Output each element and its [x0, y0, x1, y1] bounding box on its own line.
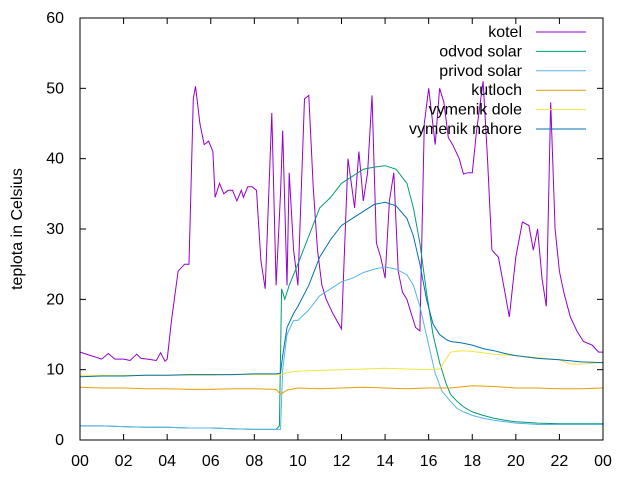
x-tick-label: 02: [115, 453, 133, 470]
series-line-kotel: [79, 81, 603, 363]
legend-entry: kotel: [488, 24, 586, 41]
x-tick-label: 06: [202, 453, 220, 470]
y-tick-label: 60: [46, 10, 64, 27]
x-tick-label: 08: [245, 453, 263, 470]
y-axis-label: teplota in Celsius: [9, 168, 26, 290]
x-tick-label: 20: [507, 453, 525, 470]
y-tick-label: 30: [46, 221, 64, 238]
legend-label: odvod solar: [439, 43, 522, 60]
y-tick-label: 0: [55, 432, 64, 449]
legend-label: privod solar: [439, 63, 522, 80]
x-tick-label: 18: [463, 453, 481, 470]
legend-entry: vymenik nahore: [409, 121, 586, 138]
x-tick-label: 12: [333, 453, 351, 470]
x-tick-label: 22: [551, 453, 569, 470]
series-line-privod-solar: [80, 266, 603, 430]
legend-entry: odvod solar: [439, 43, 586, 60]
legend-entry: kutloch: [471, 82, 586, 99]
legend-label: vymenik dole: [429, 102, 522, 119]
x-tick-label: 16: [420, 453, 438, 470]
legend: kotel odvod solar privod solar kutloch vymen…: [409, 24, 586, 138]
y-tick-label: 10: [46, 362, 64, 379]
x-tick-label: 00: [594, 453, 612, 470]
y-tick-label: 40: [46, 151, 64, 168]
legend-label: kutloch: [471, 82, 522, 99]
x-tick-label: 00: [71, 453, 89, 470]
x-tick-label: 10: [289, 453, 307, 470]
x-tick-label: 14: [376, 453, 394, 470]
legend-entry: privod solar: [439, 63, 586, 80]
y-tick-label: 20: [46, 291, 64, 308]
x-tick-label: 04: [158, 453, 176, 470]
series-line-vymenik-nahore: [79, 201, 604, 378]
legend-label: vymenik nahore: [409, 121, 522, 138]
legend-entry: vymenik dole: [429, 102, 586, 119]
y-tick-label: 50: [46, 80, 64, 97]
legend-label: kotel: [488, 24, 522, 41]
series-layer: [79, 81, 604, 430]
series-line-kutloch: [79, 385, 604, 395]
